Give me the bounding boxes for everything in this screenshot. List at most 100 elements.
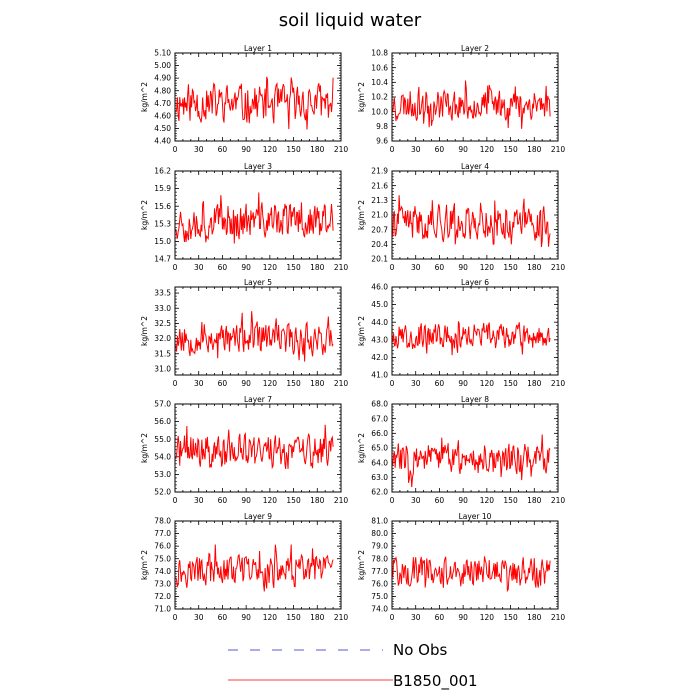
x-tick-label: 120 bbox=[480, 613, 495, 622]
x-tick-label: 210 bbox=[334, 263, 349, 272]
x-tick-label: 150 bbox=[503, 613, 518, 622]
x-tick-label: 60 bbox=[435, 496, 445, 505]
y-tick-label: 75.0 bbox=[371, 592, 388, 601]
panel-frame bbox=[174, 170, 342, 260]
x-tick-label: 210 bbox=[334, 379, 349, 388]
y-tick-label: 77.0 bbox=[371, 567, 388, 576]
y-axis-label: kg/m^2 bbox=[140, 200, 149, 230]
x-tick-label: 0 bbox=[390, 263, 395, 272]
series-line bbox=[175, 544, 334, 592]
y-tick-label: 76.0 bbox=[154, 542, 171, 551]
x-tick-label: 0 bbox=[390, 379, 395, 388]
panel-9: Layer 9 kg/m^2 0 30 60 90 120 150 180 210 71.0 72.0… bbox=[140, 512, 348, 622]
panel-frame bbox=[391, 520, 559, 610]
x-tick-label: 150 bbox=[503, 379, 518, 388]
series-line bbox=[175, 424, 334, 470]
x-tick-label: 0 bbox=[173, 379, 178, 388]
y-tick-label: 73.0 bbox=[154, 579, 171, 588]
x-tick-label: 90 bbox=[241, 263, 251, 272]
y-axis-label: kg/m^2 bbox=[357, 316, 366, 346]
y-tick-label: 41.0 bbox=[371, 371, 388, 380]
y-tick-label: 63.0 bbox=[371, 473, 388, 482]
y-tick-label: 15.0 bbox=[154, 237, 171, 246]
y-tick-label: 21.9 bbox=[371, 167, 388, 176]
y-tick-label: 80.0 bbox=[371, 529, 388, 538]
x-tick-label: 180 bbox=[310, 263, 325, 272]
x-tick-label: 90 bbox=[241, 145, 251, 154]
panel-6: Layer 6 kg/m^2 0 30 60 90 120 150 180 210 41.0 42.0… bbox=[357, 278, 565, 388]
x-tick-label: 30 bbox=[411, 263, 421, 272]
y-tick-label: 15.6 bbox=[154, 202, 171, 211]
y-tick-label: 21.0 bbox=[371, 211, 388, 220]
x-tick-label: 60 bbox=[218, 613, 228, 622]
y-tick-label: 53.0 bbox=[154, 470, 171, 479]
x-tick-label: 210 bbox=[551, 496, 566, 505]
x-tick-label: 180 bbox=[310, 145, 325, 154]
x-tick-label: 0 bbox=[390, 496, 395, 505]
y-tick-label: 76.0 bbox=[371, 579, 388, 588]
panel-3: Layer 3 kg/m^2 0 30 60 90 120 150 180 210 14.7 15.0… bbox=[140, 162, 348, 272]
y-tick-label: 77.0 bbox=[154, 529, 171, 538]
x-tick-label: 90 bbox=[458, 496, 468, 505]
x-tick-label: 120 bbox=[263, 613, 278, 622]
x-tick-label: 150 bbox=[286, 613, 301, 622]
y-tick-label: 79.0 bbox=[371, 542, 388, 551]
y-tick-label: 15.3 bbox=[154, 219, 171, 228]
x-tick-label: 150 bbox=[286, 263, 301, 272]
y-tick-label: 81.0 bbox=[371, 517, 388, 526]
y-tick-label: 14.7 bbox=[154, 255, 171, 264]
x-tick-label: 60 bbox=[435, 379, 445, 388]
y-tick-label: 78.0 bbox=[371, 554, 388, 563]
y-axis-label: kg/m^2 bbox=[357, 433, 366, 463]
x-tick-label: 90 bbox=[458, 613, 468, 622]
x-tick-label: 210 bbox=[551, 145, 566, 154]
panel-title: Layer 4 bbox=[461, 162, 489, 171]
panel-7: Layer 7 kg/m^2 0 30 60 90 120 150 180 210 52.0 53.0… bbox=[140, 395, 348, 505]
y-tick-label: 10.8 bbox=[371, 49, 388, 58]
y-tick-label: 5.10 bbox=[154, 49, 171, 58]
panel-10: Layer 10 kg/m^2 0 30 60 90 120 150 180 210 74.0 75.… bbox=[357, 512, 565, 622]
y-tick-label: 15.9 bbox=[154, 184, 171, 193]
x-tick-label: 0 bbox=[390, 613, 395, 622]
y-tick-label: 74.0 bbox=[154, 567, 171, 576]
y-tick-label: 32.5 bbox=[154, 319, 171, 328]
x-tick-label: 210 bbox=[551, 613, 566, 622]
y-tick-label: 62.0 bbox=[371, 488, 388, 497]
y-axis-label: kg/m^2 bbox=[357, 550, 366, 580]
x-tick-label: 180 bbox=[527, 263, 542, 272]
y-tick-label: 20.4 bbox=[371, 240, 388, 249]
y-tick-label: 66.0 bbox=[371, 429, 388, 438]
x-tick-label: 60 bbox=[435, 145, 445, 154]
y-tick-label: 4.40 bbox=[154, 137, 171, 146]
panel-title: Layer 9 bbox=[244, 512, 272, 521]
x-tick-label: 0 bbox=[173, 613, 178, 622]
series-line bbox=[175, 311, 334, 362]
y-tick-label: 9.6 bbox=[376, 137, 388, 146]
x-tick-label: 180 bbox=[527, 496, 542, 505]
y-tick-label: 31.5 bbox=[154, 349, 171, 358]
x-tick-label: 150 bbox=[503, 145, 518, 154]
y-tick-label: 46.0 bbox=[371, 283, 388, 292]
y-tick-label: 10.2 bbox=[371, 93, 388, 102]
x-tick-label: 150 bbox=[286, 496, 301, 505]
panel-title: Layer 5 bbox=[244, 278, 272, 287]
y-tick-label: 78.0 bbox=[154, 517, 171, 526]
panel-title: Layer 8 bbox=[461, 395, 489, 404]
panel-frame bbox=[391, 403, 559, 493]
x-tick-label: 30 bbox=[194, 379, 204, 388]
y-tick-label: 71.0 bbox=[154, 605, 171, 614]
y-tick-label: 57.0 bbox=[154, 400, 171, 409]
x-tick-label: 210 bbox=[334, 496, 349, 505]
x-tick-label: 30 bbox=[194, 613, 204, 622]
x-tick-label: 150 bbox=[503, 496, 518, 505]
y-axis-label: kg/m^2 bbox=[140, 550, 149, 580]
series-line bbox=[392, 321, 551, 356]
x-tick-label: 0 bbox=[173, 496, 178, 505]
y-tick-label: 72.0 bbox=[154, 592, 171, 601]
legend-label-no-obs: No Obs bbox=[393, 641, 447, 659]
x-tick-label: 90 bbox=[458, 263, 468, 272]
x-tick-label: 120 bbox=[480, 145, 495, 154]
y-tick-label: 10.6 bbox=[371, 63, 388, 72]
x-tick-label: 30 bbox=[411, 145, 421, 154]
